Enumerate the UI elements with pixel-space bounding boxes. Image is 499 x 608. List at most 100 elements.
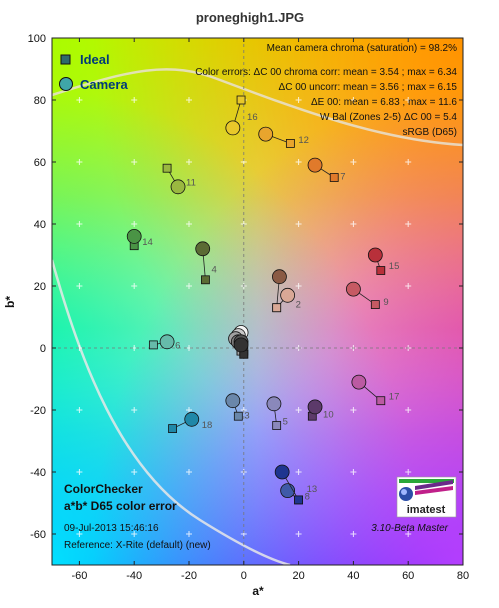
grid-mark: [405, 97, 412, 103]
grid-mark: [186, 407, 192, 413]
gamut-curve-top: [52, 68, 463, 147]
grid-mark: [76, 407, 83, 413]
y-tick-label: -60: [30, 529, 46, 541]
logo-text: imatest: [407, 504, 446, 516]
patch-3: 3: [225, 393, 250, 421]
patch-6: 6: [148, 334, 180, 351]
camera-marker: [258, 126, 274, 142]
patch-9: 9: [345, 281, 389, 310]
grid-mark: [350, 407, 357, 413]
patch-16: 16: [225, 95, 258, 136]
patch-12: 12: [258, 126, 309, 148]
camera-marker: [351, 374, 367, 390]
patch-label: 2: [296, 300, 301, 311]
grid-mark: [131, 407, 138, 413]
ideal-marker: [272, 303, 282, 313]
grid-mark: [131, 531, 138, 537]
date-text: 09-Jul-2013 15:46:16: [64, 523, 159, 534]
grid-mark: [131, 283, 138, 289]
camera-marker: [307, 399, 323, 415]
grid-mark: [76, 97, 83, 103]
y-tick-label: 20: [34, 281, 46, 293]
version-text: 3.10-Beta Master: [371, 523, 448, 534]
grid-mark: [186, 531, 192, 537]
patch-label: 9: [383, 297, 388, 308]
patch-label: 11: [186, 178, 196, 189]
ideal-marker: [236, 95, 246, 105]
x-tick-label: 20: [292, 570, 304, 582]
legend-camera-label: Camera: [80, 77, 128, 92]
y-tick-label: -40: [30, 467, 46, 479]
camera-marker: [126, 228, 142, 244]
patch-label: 13: [307, 484, 318, 495]
grid-mark: [186, 469, 192, 475]
camera-marker: [307, 157, 323, 173]
ideal-marker: [233, 411, 243, 421]
camera-marker: [184, 411, 200, 427]
patch-2: 2: [272, 287, 301, 313]
grid-mark: [295, 407, 302, 413]
camera-marker: [345, 281, 361, 297]
patch-w6: [233, 337, 249, 359]
legend-camera-marker: [59, 77, 73, 91]
stats-block: Mean camera chroma (saturation) = 98.2% …: [195, 43, 457, 138]
stats-line-5: W Bal (Zones 2-5) ΔC 00 = 5.4: [320, 112, 457, 123]
grid-mark: [131, 97, 138, 103]
legend: Ideal Camera: [59, 52, 128, 92]
grid-mark: [76, 283, 83, 289]
imatest-logo: imatest: [396, 476, 457, 518]
y-tick-label: 40: [34, 219, 46, 231]
patch-15: 15: [367, 247, 399, 275]
camera-marker: [225, 120, 241, 136]
x-tick-label: -60: [71, 570, 87, 582]
patch-label: 6: [175, 340, 180, 351]
grid-mark: [76, 221, 83, 227]
camera-marker: [170, 179, 186, 195]
x-tick-label: -40: [126, 570, 142, 582]
grid-mark: [350, 159, 357, 165]
ideal-marker: [376, 266, 386, 275]
camera-marker: [274, 464, 290, 480]
y-axis-label: b*: [3, 296, 17, 308]
patch-label: 7: [340, 171, 345, 182]
patch-17: 17: [351, 374, 400, 406]
camera-marker: [225, 393, 241, 409]
grid-mark: [76, 531, 83, 537]
patch-label: 17: [389, 391, 400, 402]
ideal-marker: [148, 340, 158, 350]
patch-label: 3: [244, 410, 249, 421]
grid-mark: [295, 531, 302, 537]
patch-label: 16: [247, 112, 258, 123]
y-tick-label: 0: [40, 343, 46, 355]
grid-mark: [405, 221, 412, 227]
patch-label: 14: [142, 237, 153, 248]
grid-mark: [295, 159, 302, 165]
patch-13: 13: [274, 464, 318, 505]
gamut-curve-left: [52, 259, 291, 565]
grid-mark: [131, 221, 138, 227]
patch-11: 11: [162, 163, 196, 195]
grid-mark: [186, 97, 192, 103]
camera-marker: [266, 396, 282, 412]
grid-mark: [405, 469, 412, 475]
grid-mark: [295, 221, 302, 227]
plot-frame: [51, 37, 464, 566]
ideal-marker: [370, 300, 380, 310]
camera-marker: [367, 247, 383, 263]
y-tick-label: -20: [30, 405, 46, 417]
grid-mark: [76, 159, 83, 165]
chart-subtitle-2: a*b* D65 color error: [64, 499, 177, 513]
x-tick-label: 80: [457, 570, 469, 582]
stats-line-1: Mean camera chroma (saturation) = 98.2%: [267, 43, 457, 54]
patch-10: 10: [307, 399, 334, 421]
ideal-marker: [162, 163, 172, 173]
patch-label: 8: [305, 491, 310, 502]
camera-marker: [280, 287, 296, 303]
grid-mark: [405, 407, 412, 413]
patch-18: 18: [168, 411, 212, 434]
camera-marker: [195, 241, 211, 257]
grid-mark: [76, 469, 83, 475]
x-tick-label: -20: [181, 570, 197, 582]
stats-line-6: sRGB (D65): [403, 127, 457, 138]
